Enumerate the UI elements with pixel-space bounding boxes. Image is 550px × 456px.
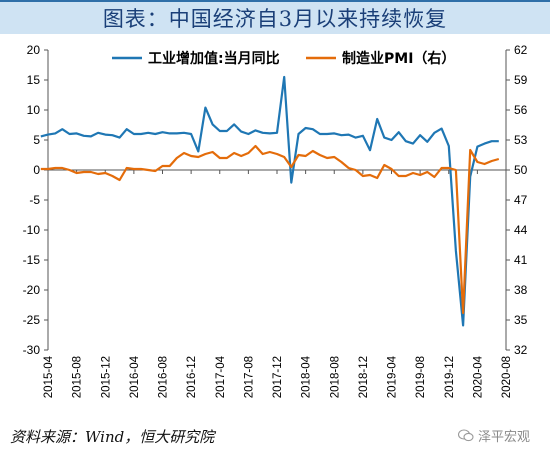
chart-title: 图表：中国经济自3月以来持续恢复 <box>102 7 448 31</box>
y-left-tick-label: 15 <box>27 73 41 87</box>
x-tick-label: 2017-04 <box>215 355 227 398</box>
source-note: 资料来源：Wind，恒大研究院 <box>10 428 215 446</box>
y-right-tick-label: 35 <box>514 313 528 327</box>
legend-label: 制造业PMI（右） <box>342 50 455 67</box>
y-right-tick-label: 50 <box>514 163 528 177</box>
y-left-tick-label: 20 <box>27 43 41 57</box>
x-tick-label: 2018-12 <box>358 356 370 398</box>
y-right-tick-label: 38 <box>514 283 528 297</box>
x-tick-label: 2015-12 <box>100 356 112 398</box>
y-right-tick-label: 59 <box>514 73 528 87</box>
wechat-icon <box>458 429 474 442</box>
chart-title-bar: 图表：中国经济自3月以来持续恢复 <box>0 0 550 34</box>
x-tick-label: 2019-12 <box>444 356 456 398</box>
y-left-tick-label: 5 <box>33 133 40 147</box>
series-line-1 <box>40 75 499 327</box>
x-tick-label: 2016-04 <box>129 355 141 398</box>
y-left-tick-label: -15 <box>23 253 41 267</box>
y-left-tick-label: -20 <box>23 283 41 297</box>
x-tick-label: 2017-12 <box>272 356 284 398</box>
y-right-tick-label: 41 <box>514 253 528 267</box>
line-chart: 20151050-5-10-15-20-25-30625956535047444… <box>23 43 528 398</box>
y-right-tick-label: 56 <box>514 103 528 117</box>
watermark-text: 泽平宏观 <box>478 430 531 445</box>
y-left-tick-label: -30 <box>23 343 41 357</box>
series-line-2 <box>40 144 500 315</box>
x-tick-label: 2018-04 <box>301 355 313 398</box>
y-left-tick-label: 0 <box>33 163 40 177</box>
y-right-tick-label: 53 <box>514 133 528 147</box>
y-right-tick-label: 47 <box>514 193 528 207</box>
x-tick-label: 2015-04 <box>43 355 55 398</box>
x-tick-label: 2016-08 <box>158 356 170 398</box>
x-tick-label: 2020-08 <box>501 356 513 398</box>
legend-label: 工业增加值:当月同比 <box>148 50 280 67</box>
x-tick-label: 2018-08 <box>329 356 341 398</box>
y-left-tick-label: -5 <box>29 193 40 207</box>
y-right-tick-label: 62 <box>514 43 528 57</box>
x-tick-label: 2019-08 <box>415 356 427 398</box>
y-right-tick-label: 44 <box>514 223 528 237</box>
x-tick-label: 2016-12 <box>186 356 198 398</box>
y-left-tick-label: -10 <box>23 223 41 237</box>
x-tick-label: 2019-04 <box>387 355 399 398</box>
y-left-tick-label: 10 <box>27 103 41 117</box>
x-tick-label: 2015-08 <box>72 356 84 398</box>
x-tick-label: 2020-04 <box>472 355 484 398</box>
watermark: 泽平宏观 <box>458 426 530 445</box>
y-left-tick-label: -25 <box>23 313 41 327</box>
y-right-tick-label: 32 <box>514 343 528 357</box>
x-tick-label: 2017-08 <box>243 356 255 398</box>
